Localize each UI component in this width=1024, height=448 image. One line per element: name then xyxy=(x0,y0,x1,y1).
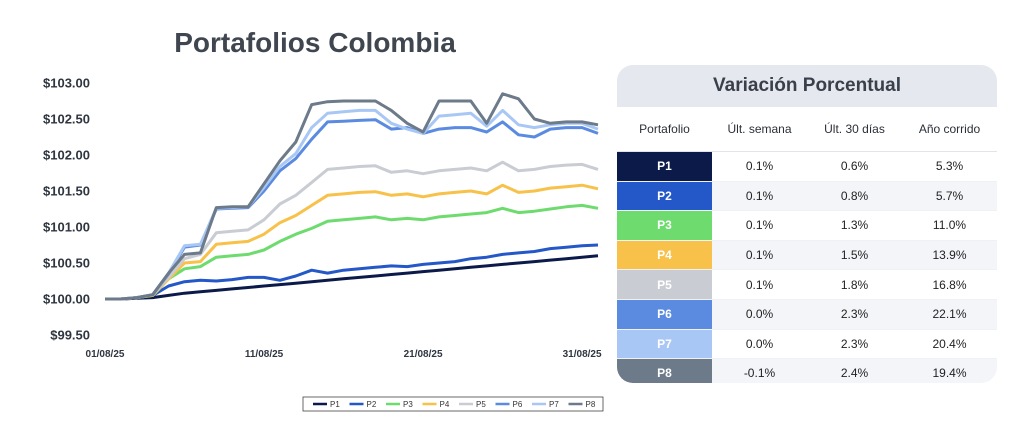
portfolio-cell: P5 xyxy=(617,269,712,300)
portfolio-cell: P6 xyxy=(617,299,712,330)
ytd-cell: 19.4% xyxy=(902,358,997,383)
table-row: P5 0.1% 1.8% 16.8% xyxy=(617,269,997,300)
y-tick-label: $100.00 xyxy=(43,292,90,307)
series-line-p4 xyxy=(105,183,599,301)
legend: P1 P2 P3 P4 P5 P6 P7 P8 xyxy=(302,396,604,412)
variation-table: Portafolio Últ. semana Últ. 30 días Año … xyxy=(617,107,997,383)
col-header-ult-30-dias: Últ. 30 días xyxy=(807,107,902,152)
x-tick-label: 21/08/25 xyxy=(404,349,443,360)
chart-title: Portafolios Colombia xyxy=(174,27,456,58)
days30-cell: 1.3% xyxy=(807,210,902,241)
legend-label: P5 xyxy=(476,400,486,409)
y-tick-label: $100.50 xyxy=(43,256,90,271)
y-tick-label: $102.00 xyxy=(43,148,90,163)
x-tick-label: 31/08/25 xyxy=(563,349,602,360)
series-line-p2 xyxy=(105,243,599,301)
line-chart: Portafolios Colombia $99.50 $100.00 $100.5… xyxy=(43,27,604,412)
portfolio-cell: P3 xyxy=(617,210,712,241)
table-row: P4 0.1% 1.5% 13.9% xyxy=(617,240,997,271)
table-row: P7 0.0% 2.3% 20.4% xyxy=(617,329,997,360)
x-tick-label: 01/08/25 xyxy=(86,349,125,360)
table-body: P1 0.1% 0.6% 5.3% P2 0.1% 0.8% 5.7% P3 0.1% 1.3% 11… xyxy=(617,151,997,383)
days30-cell: 1.8% xyxy=(807,269,902,300)
table-row: P2 0.1% 0.8% 5.7% xyxy=(617,181,997,212)
y-tick-label: $99.50 xyxy=(50,328,90,343)
legend-label: P7 xyxy=(549,400,559,409)
week-cell: 0.1% xyxy=(712,151,807,182)
table-row: P8 -0.1% 2.4% 19.4% xyxy=(617,358,997,383)
y-tick-label: $101.50 xyxy=(43,184,90,199)
y-tick-label: $103.00 xyxy=(43,76,90,91)
legend-label: P6 xyxy=(513,400,523,409)
days30-cell: 2.4% xyxy=(807,358,902,383)
col-header-ult-semana: Últ. semana xyxy=(712,107,807,152)
x-tick-label: 11/08/25 xyxy=(245,349,284,360)
ytd-cell: 5.7% xyxy=(902,181,997,212)
week-cell: -0.1% xyxy=(712,358,807,383)
y-tick-label: $102.50 xyxy=(43,112,90,127)
week-cell: 0.0% xyxy=(712,299,807,330)
days30-cell: 2.3% xyxy=(807,299,902,330)
series-line-p5 xyxy=(105,160,599,301)
days30-cell: 0.6% xyxy=(807,151,902,182)
legend-label: P3 xyxy=(403,400,413,409)
ytd-cell: 11.0% xyxy=(902,210,997,241)
ytd-cell: 5.3% xyxy=(902,151,997,182)
series-line-p1 xyxy=(105,254,599,301)
ytd-cell: 13.9% xyxy=(902,240,997,271)
col-header-ano-corrido: Año corrido xyxy=(902,107,997,152)
portfolio-cell: P4 xyxy=(617,240,712,271)
week-cell: 0.1% xyxy=(712,181,807,212)
portfolio-cell: P1 xyxy=(617,151,712,182)
ytd-cell: 16.8% xyxy=(902,269,997,300)
y-tick-label: $101.00 xyxy=(43,220,90,235)
portfolio-cell: P7 xyxy=(617,329,712,360)
legend-box xyxy=(302,396,604,412)
days30-cell: 0.8% xyxy=(807,181,902,212)
plot-area xyxy=(105,92,599,301)
col-header-portafolio: Portafolio xyxy=(617,107,712,152)
series-line-p7 xyxy=(105,108,599,301)
week-cell: 0.1% xyxy=(712,269,807,300)
series-line-p3 xyxy=(105,203,599,301)
portfolio-cell: P2 xyxy=(617,181,712,212)
y-axis: $99.50 $100.00 $100.50 $101.00 $101.50 $102.0… xyxy=(43,76,90,343)
table-header-row: Portafolio Últ. semana Últ. 30 días Año … xyxy=(617,107,997,152)
days30-cell: 1.5% xyxy=(807,240,902,271)
legend-label: P1 xyxy=(330,400,340,409)
legend-label: P4 xyxy=(440,400,450,409)
legend-label: P8 xyxy=(586,400,596,409)
week-cell: 0.0% xyxy=(712,329,807,360)
days30-cell: 2.3% xyxy=(807,329,902,360)
table-row: P1 0.1% 0.6% 5.3% xyxy=(617,151,997,182)
series-line-p8 xyxy=(105,92,599,301)
week-cell: 0.1% xyxy=(712,210,807,241)
x-axis: 01/08/25 11/08/25 21/08/25 31/08/25 xyxy=(86,349,602,360)
table-row: P6 0.0% 2.3% 22.1% xyxy=(617,299,997,330)
ytd-cell: 22.1% xyxy=(902,299,997,330)
portfolio-cell: P8 xyxy=(617,358,712,383)
table-title-band: Variación Porcentual xyxy=(617,65,997,107)
table-row: P3 0.1% 1.3% 11.0% xyxy=(617,210,997,241)
table-title: Variación Porcentual xyxy=(713,75,901,96)
variation-table-card: Variación Porcentual Portafolio Últ. sem… xyxy=(617,65,997,383)
ytd-cell: 20.4% xyxy=(902,329,997,360)
legend-label: P2 xyxy=(367,400,377,409)
week-cell: 0.1% xyxy=(712,240,807,271)
